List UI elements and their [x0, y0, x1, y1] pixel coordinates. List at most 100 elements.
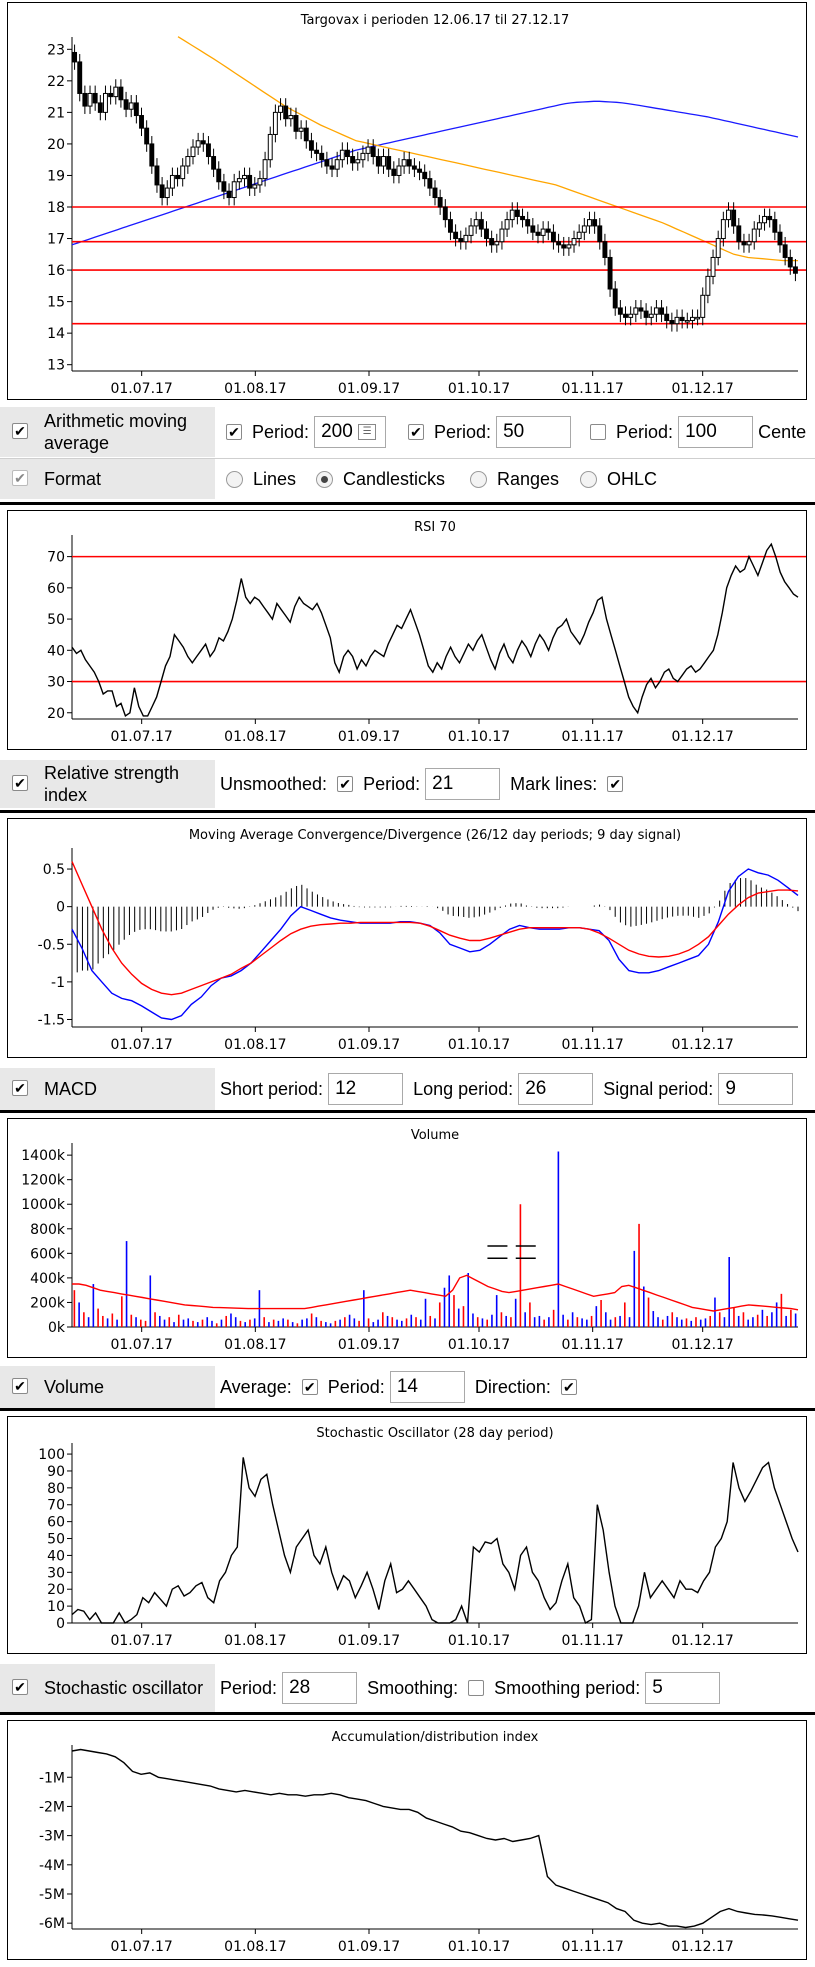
candle [550, 231, 556, 243]
rsi-period-input[interactable]: 21 [425, 768, 501, 800]
rsi-checkbox[interactable]: ✔ [12, 775, 28, 791]
candle [190, 146, 196, 158]
ma-period1-input[interactable]: 200 ☰ [314, 416, 387, 448]
y-tick-label: 0 [56, 900, 65, 916]
macd-checkbox[interactable]: ✔ [12, 1080, 28, 1096]
candle [396, 165, 402, 176]
volume-label: Volume [44, 1377, 105, 1397]
ma-period2-input[interactable]: 50 [496, 416, 572, 448]
y-tick-label: -4M [39, 1858, 65, 1874]
y-tick-label: 19 [47, 168, 65, 184]
candle [360, 152, 366, 161]
macd-long-input[interactable]: 26 [518, 1073, 594, 1105]
rsi-marklines-checkbox[interactable]: ✔ [607, 776, 624, 792]
volume-period-input[interactable]: 14 [389, 1371, 465, 1403]
x-tick-label: 01.09.17 [338, 381, 400, 397]
price-chart: Targovax i perioden 12.06.17 til 27.12.1… [47, 13, 806, 397]
candle [293, 115, 299, 132]
y-tick-label: 30 [47, 675, 65, 691]
candle [499, 228, 505, 243]
y-tick-label: 10 [47, 1599, 65, 1615]
stochastic-label-cell: ✔ Stochastic oscillator [0, 1664, 215, 1712]
y-tick-label: 40 [47, 643, 65, 659]
candle [92, 92, 98, 104]
candle [123, 99, 129, 110]
candle [432, 187, 438, 199]
x-tick-label: 01.12.17 [671, 381, 733, 397]
ma-period3-checkbox[interactable] [590, 424, 606, 440]
candle [587, 219, 592, 227]
radio-ohlc-label: OHLC [607, 468, 658, 489]
radio-lines[interactable] [226, 470, 243, 488]
x-tick-label: 01.11.17 [561, 1037, 623, 1053]
ma-period1-checkbox[interactable]: ✔ [226, 424, 242, 440]
ma-period2-checkbox[interactable]: ✔ [408, 424, 424, 440]
stochastic-controls: ✔ Stochastic oscillator Period: 28 Smoot… [0, 1664, 815, 1712]
stochastic-smoothing-period-input[interactable]: 5 [645, 1672, 721, 1704]
candle [267, 133, 273, 161]
candle [133, 102, 139, 117]
volume-direction-label: Direction: [474, 1376, 551, 1397]
stochastic-label: Stochastic oscillator [44, 1678, 204, 1698]
candle [175, 174, 181, 180]
moving-average-50-line [177, 36, 798, 262]
macd-short-input[interactable]: 12 [328, 1073, 404, 1105]
candle [278, 105, 283, 113]
candle [370, 146, 376, 158]
stochastic-period-input[interactable]: 28 [282, 1672, 358, 1704]
candle [617, 307, 623, 315]
y-tick-label: 21 [47, 105, 65, 121]
candle [375, 156, 381, 167]
candle [756, 222, 762, 230]
candle [386, 156, 392, 170]
ma-period3-input[interactable]: 100 [678, 416, 754, 448]
candle [504, 219, 510, 230]
ma-period1-label: Period: [252, 421, 310, 442]
candle [180, 165, 186, 180]
candle [782, 244, 788, 258]
ma-center-label: Cente [758, 421, 807, 442]
x-tick-label: 01.08.17 [224, 1633, 286, 1649]
y-tick-label: 0.5 [43, 862, 65, 878]
y-tick-label: 600k [30, 1246, 66, 1262]
candle [751, 228, 757, 243]
chart-title: Moving Average Convergence/Divergence (2… [189, 828, 681, 843]
stochastic-smoothing-checkbox[interactable] [468, 1680, 485, 1696]
y-tick-label: 20 [47, 137, 65, 153]
volume-average-label: Average: [220, 1376, 292, 1397]
candle [741, 241, 747, 246]
candle [705, 275, 711, 296]
ma-checkbox[interactable]: ✔ [12, 423, 28, 439]
candle [607, 256, 613, 290]
radio-candlesticks[interactable] [316, 470, 333, 488]
y-tick-label: 60 [47, 581, 65, 597]
candle [391, 168, 397, 176]
rsi-unsmoothed-checkbox[interactable]: ✔ [337, 776, 354, 792]
candle [411, 165, 417, 170]
candle [103, 92, 108, 113]
x-tick-label: 01.10.17 [448, 1939, 510, 1955]
candle [638, 307, 644, 312]
radio-ohlc[interactable] [580, 470, 597, 488]
x-tick-label: 01.09.17 [338, 1633, 400, 1649]
candle [787, 256, 793, 268]
candle [72, 51, 78, 63]
candle [545, 228, 551, 233]
candle [792, 266, 798, 274]
macd-signal-input[interactable]: 9 [718, 1073, 794, 1105]
radio-ranges[interactable] [470, 470, 487, 488]
y-tick-label: 50 [47, 612, 65, 628]
volume-checkbox[interactable]: ✔ [12, 1378, 28, 1394]
candle [427, 178, 433, 189]
volume-chart-panel: Volume 0k 200k 400k 600k 800k 1000k 1200k 1400k 0… [7, 1118, 807, 1358]
stochastic-checkbox[interactable]: ✔ [12, 1679, 28, 1695]
macd-controls: ✔ MACD Short period: 12 Long period: 26 … [0, 1068, 815, 1110]
volume-average-checkbox[interactable]: ✔ [301, 1379, 318, 1395]
y-tick-label: 13 [47, 358, 65, 374]
rsi-chart: RSI 70 20 30 40 50 60 70 01.07.17 01.08.17 01.09.… [47, 520, 806, 745]
candle [334, 159, 340, 170]
volume-direction-checkbox[interactable]: ✔ [560, 1379, 577, 1395]
candle [257, 178, 263, 186]
candle [211, 156, 217, 170]
candle [489, 238, 495, 246]
